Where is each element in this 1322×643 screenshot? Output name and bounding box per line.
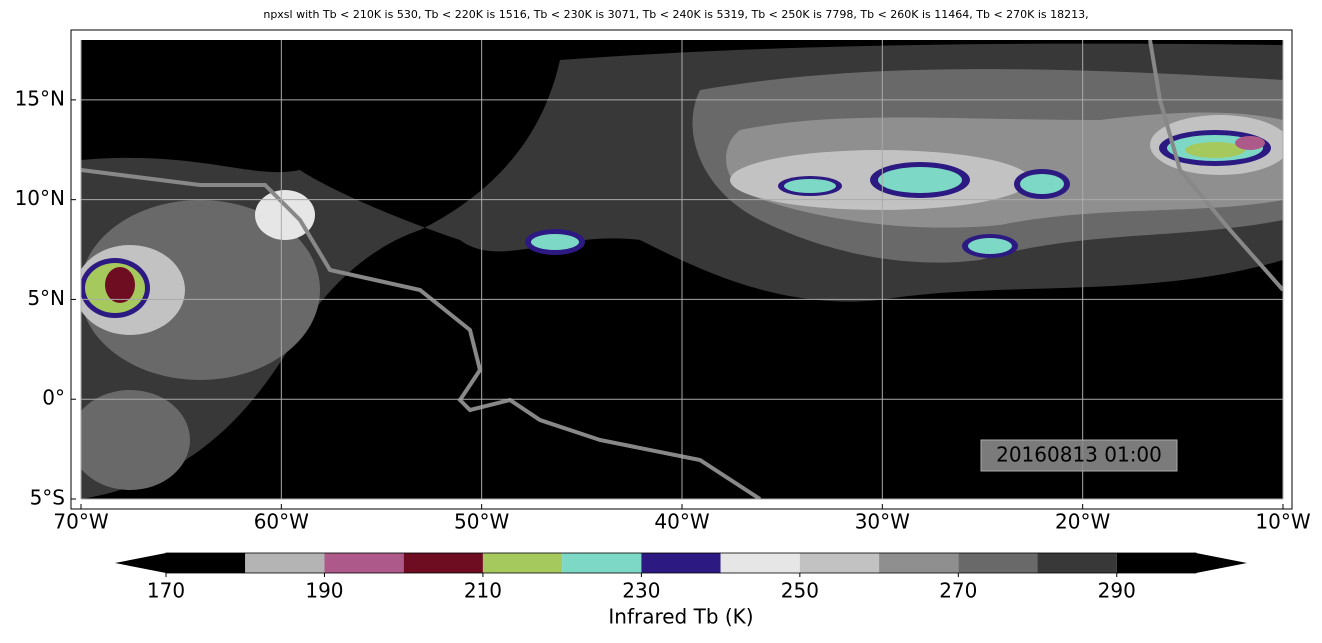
colorbar-tick-label: 210: [464, 579, 502, 603]
coastline: [1148, 40, 1283, 292]
colorbar-bin: [482, 553, 563, 573]
coastline: [81, 168, 762, 499]
stamp-box: [980, 439, 1178, 472]
timestamp: 20160813 01:00: [996, 443, 1162, 467]
cloud-cell: [81, 390, 190, 490]
cloud-core: [1235, 136, 1265, 150]
colorbar-bin: [245, 553, 325, 573]
colorbar-extend-min: [115, 553, 166, 573]
cloud-core: [1020, 174, 1064, 194]
colorbar-bin: [1037, 553, 1117, 573]
lat-tick-label: 10°N: [15, 186, 65, 210]
colorbar-bin: [403, 553, 483, 573]
colorbar-bin: [958, 553, 1038, 573]
map-imagery: [81, 40, 1283, 499]
colorbar-bin: [641, 553, 721, 573]
colorbar-bin: [720, 553, 800, 573]
lon-tick-label: 40°W: [654, 510, 709, 534]
colorbar-bin: [166, 553, 246, 573]
lon-tick-label: 50°W: [454, 510, 509, 534]
colorbar-bin: [562, 553, 642, 573]
colorbar-tick-label: 270: [939, 579, 977, 603]
colorbar-tick-label: 170: [147, 579, 185, 603]
colorbar-bin: [324, 553, 404, 573]
cloud-core: [105, 267, 135, 303]
cloud-core: [1185, 142, 1245, 158]
colorbar-bin: [879, 553, 959, 573]
lat-tick-label: 15°N: [15, 86, 65, 110]
cloud-core: [784, 179, 836, 193]
lon-tick-label: 20°W: [1055, 510, 1110, 534]
lon-tick-label: 30°W: [855, 510, 910, 534]
lon-tick-label: 10°W: [1255, 510, 1310, 534]
lon-tick-label: 60°W: [254, 510, 309, 534]
colorbar-label: Infrared Tb (K): [608, 605, 753, 629]
colorbar-extend-max: [1196, 553, 1247, 573]
colorbar-bin: [799, 553, 880, 573]
lat-tick-label: 0°: [42, 386, 65, 410]
colorbar-tick-label: 190: [305, 579, 343, 603]
cloud-core: [531, 234, 579, 250]
grid: [80, 40, 1284, 500]
cloud-cell: [255, 190, 315, 240]
colorbar-tick-label: 250: [781, 579, 819, 603]
lon-tick-label: 70°W: [53, 510, 108, 534]
lat-tick-label: 5°S: [30, 486, 65, 510]
colorbar-outline: [165, 552, 1197, 574]
colorbar-tick-label: 290: [1098, 579, 1136, 603]
colorbar-tick-label: 230: [622, 579, 660, 603]
colorbar-bin: [1116, 553, 1196, 573]
cloud-core: [968, 238, 1012, 254]
cloud-core: [878, 167, 962, 193]
lat-tick-label: 5°N: [27, 286, 65, 310]
cloud-cell: [81, 200, 320, 380]
map-title: npxsl with Tb < 210K is 530, Tb < 220K i…: [263, 8, 1088, 21]
